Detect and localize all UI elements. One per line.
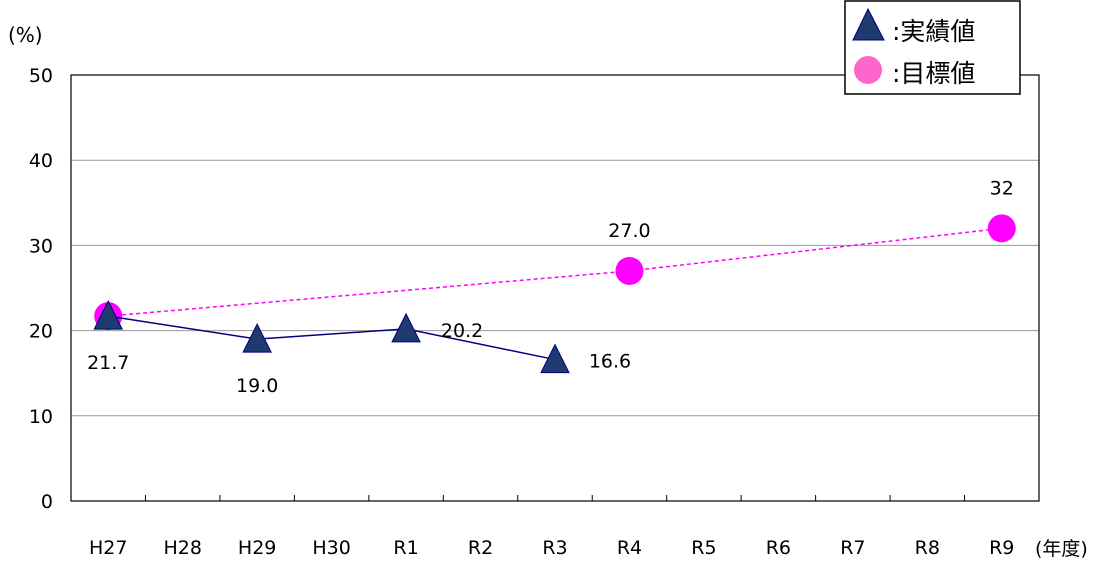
- x-axis: H27 H28 H29 H30 R1 R2 R3 R4 R5 R6 R7 R8 R9: [89, 495, 1014, 559]
- target-point-marker: [987, 214, 1016, 243]
- data-label-actual: 21.7: [87, 352, 129, 374]
- grid-lines: [71, 159, 1039, 417]
- x-tick-label: R6: [766, 537, 791, 559]
- data-label-actual: 20.2: [441, 320, 483, 342]
- y-tick-label: 0: [41, 491, 53, 513]
- legend: :実績値 :目標値: [844, 0, 1021, 95]
- legend-circle-icon: [854, 56, 882, 84]
- data-label-target: 32: [990, 177, 1014, 199]
- actual-point-marker: [391, 312, 421, 343]
- legend-label-actual: :実績値: [892, 17, 975, 46]
- actual-point-marker: [242, 323, 272, 353]
- y-tick-label: 40: [29, 150, 53, 172]
- series-line-target: [108, 227, 1002, 317]
- x-tick-label: H27: [89, 537, 127, 559]
- plot-frame: [70, 74, 1040, 502]
- x-tick-label: R4: [617, 537, 642, 559]
- data-label-actual: 16.6: [589, 351, 631, 373]
- series-line-actual: [108, 315, 556, 361]
- legend-label-target: :目標値: [892, 59, 975, 88]
- actual-point-marker: [540, 343, 570, 374]
- x-tick-label: R7: [840, 537, 865, 559]
- x-tick-label: R9: [989, 537, 1014, 559]
- series-layer: [93, 214, 1016, 374]
- x-tick-label: R3: [542, 537, 567, 559]
- data-label-actual: 19.0: [236, 375, 278, 397]
- actual-point-marker: [93, 299, 124, 330]
- x-tick-label: R5: [691, 537, 716, 559]
- y-axis-unit: (%): [8, 23, 43, 47]
- y-tick-label: 50: [29, 65, 53, 87]
- x-tick-label: R1: [393, 537, 418, 559]
- x-axis-unit: (年度): [1035, 538, 1088, 560]
- x-tick-label: H29: [238, 537, 276, 559]
- data-labels: 21.7 19.0 20.2 16.6 27.0 32: [87, 177, 1014, 397]
- y-tick-label: 30: [29, 235, 53, 257]
- legend-triangle-icon: [852, 7, 885, 41]
- x-tick-label: H30: [312, 537, 350, 559]
- y-tick-label: 10: [29, 406, 53, 428]
- x-tick-label: R2: [468, 537, 493, 559]
- y-tick-label: 20: [29, 321, 53, 343]
- y-axis: 0 10 20 30 40 50: [29, 65, 53, 513]
- target-point-marker: [615, 256, 644, 285]
- data-label-target: 27.0: [608, 220, 650, 242]
- x-tick-label: H28: [163, 537, 201, 559]
- x-tick-label: R8: [915, 537, 940, 559]
